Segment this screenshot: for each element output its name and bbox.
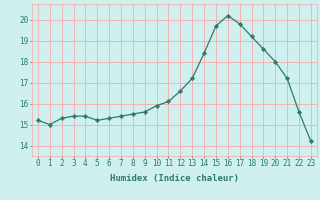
X-axis label: Humidex (Indice chaleur): Humidex (Indice chaleur) bbox=[110, 174, 239, 183]
